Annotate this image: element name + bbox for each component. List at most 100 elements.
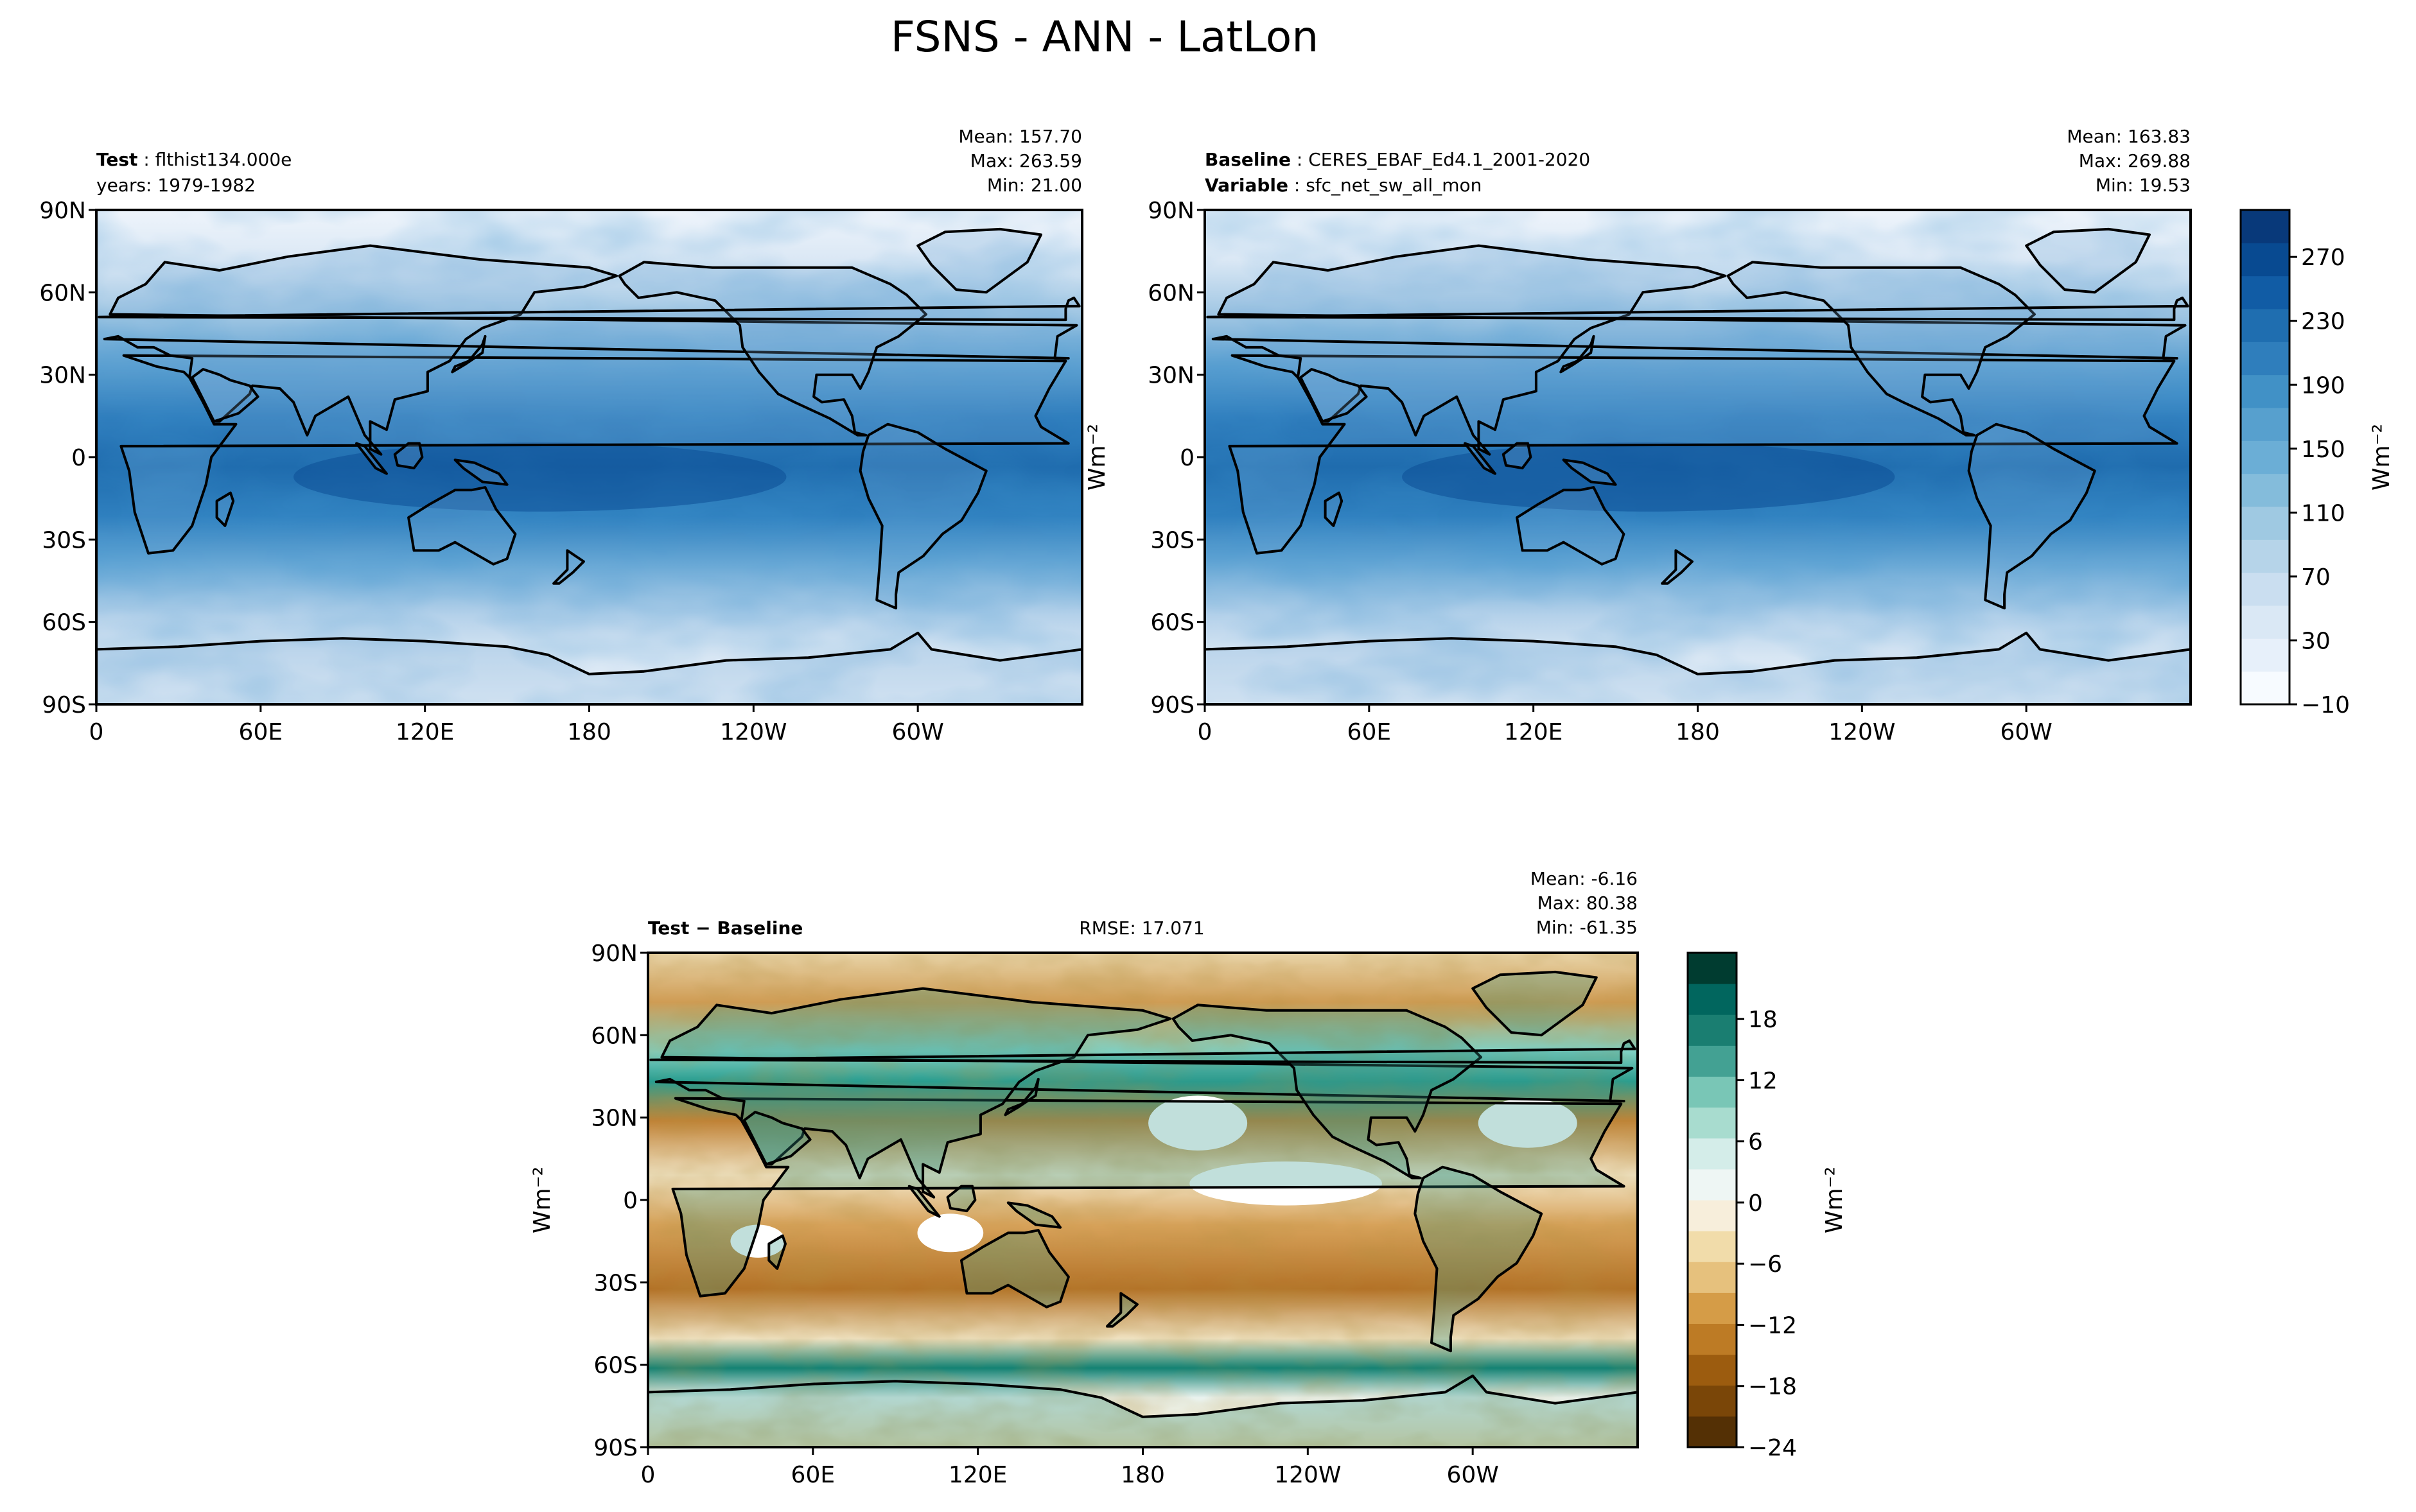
baseline-xtick-label: 60E [1347, 719, 1392, 745]
diff-field-texture [648, 953, 1638, 1447]
baseline-coast-australia [1516, 486, 1625, 566]
colorbar-diff-segment [1688, 1169, 1737, 1201]
colorbar-diff-segment [1688, 1107, 1737, 1139]
test-field [96, 210, 1082, 704]
diff-ytick-label: 90S [593, 1435, 638, 1461]
baseline-variable: Variable : sfc_net_sw_all_mon [1205, 175, 1482, 196]
colorbar-main-tick-label: 30 [2301, 628, 2331, 654]
colorbar-main-segment [2241, 275, 2289, 309]
colorbar-main-segment [2241, 605, 2289, 639]
coastlines [96, 227, 2191, 1447]
colorbar-diff-tick-label: 6 [1748, 1129, 1763, 1156]
colorbar-main-tick-label: 150 [2301, 437, 2345, 463]
baseline-coast-north-america [1726, 261, 2036, 437]
colorbar-main-segment [2241, 342, 2289, 376]
diff-coast-sumatra [907, 1185, 941, 1218]
baseline-coast-sumatra [1464, 442, 1496, 475]
colorbar-main-segment [2241, 210, 2289, 243]
colorbar-diff-segment [1688, 1292, 1737, 1324]
diff-ytick-label: 30S [593, 1270, 638, 1296]
colorbar-diff-tick-label: 12 [1748, 1068, 1778, 1094]
test-coast-arabia [191, 368, 259, 423]
colorbar-diff-segment [1688, 1385, 1737, 1417]
test-coast-borneo [393, 442, 424, 470]
diff-saturated-region-3 [1478, 1098, 1577, 1148]
colorbar-main-segment [2241, 473, 2289, 507]
baseline-header: Baseline : CERES_EBAF_Ed4.1_2001-2020 [1205, 149, 1590, 170]
test-ytick-label: 60N [39, 280, 86, 306]
colorbar-diff-segment [1688, 1014, 1737, 1046]
colorbar-main-tick-label: 270 [2301, 245, 2345, 271]
baseline-coast-uk [1206, 296, 2189, 322]
diff-coast-new-zealand [1105, 1292, 1139, 1328]
colorbar-main-tick-label: −10 [2301, 692, 2350, 718]
test-ytick-label: 0 [71, 445, 86, 471]
test-coast-africa [119, 354, 1070, 555]
baseline-coast-europe-asia [1211, 244, 2187, 456]
test-max: Max: 263.59 [970, 150, 1082, 171]
test-header-bold: Test [96, 149, 137, 170]
colorbar-main-segment [2241, 671, 2289, 705]
diff-coast-south-america [1414, 1165, 1543, 1353]
colorbar-diff-frame [1686, 952, 1738, 1448]
baseline-xtick-label: 120E [1504, 719, 1563, 745]
diff-min: Min: -61.35 [1536, 917, 1638, 938]
test-xtick-label: 60W [891, 719, 943, 745]
diff-ytick-label: 30N [591, 1106, 638, 1132]
baseline-coast-japan [1559, 335, 1595, 374]
diff-xtick-label: 120E [949, 1462, 1007, 1488]
baseline-ytick-label: 30N [1148, 363, 1195, 389]
colorbar-main-segment [2241, 374, 2289, 408]
diff-saturated-region-4 [917, 1213, 984, 1253]
test-xtick-label: 0 [89, 719, 104, 745]
figure-title: FSNS - ANN - LatLon [891, 12, 1318, 62]
diff-coast-africa [671, 1097, 1625, 1298]
baseline-xtick-label: 60W [2000, 719, 2052, 745]
colorbar-main-tick-label: 190 [2301, 372, 2345, 399]
map-fields [96, 210, 2191, 1447]
diff-saturated-region-5 [730, 1224, 786, 1258]
diff-coast-japan [1004, 1077, 1040, 1117]
diff-xtick-label: 120W [1274, 1462, 1341, 1488]
test-mean: Mean: 157.70 [958, 126, 1082, 147]
test-coastlines [96, 227, 1082, 704]
test-years: years: 1979-1982 [96, 175, 256, 196]
diff-xtick-label: 180 [1121, 1462, 1165, 1488]
diff-mean: Mean: -6.16 [1530, 868, 1638, 889]
diff-coast-greenland [1471, 970, 1598, 1037]
baseline-coast-greenland [2025, 227, 2151, 294]
test-ytick-label: 60S [42, 610, 86, 636]
baseline-field [1205, 210, 2191, 704]
colorbar-main-segment [2241, 638, 2289, 672]
test-header: Test : flthist134.000e [96, 149, 292, 170]
colorbar-diff-segment [1688, 1138, 1737, 1170]
colorbar-main-segment [2241, 507, 2289, 540]
diff-ytick-label: 90N [591, 941, 638, 967]
baseline-header-value: CERES_EBAF_Ed4.1_2001-2020 [1308, 149, 1590, 170]
diff-saturated-region-1 [1148, 1095, 1248, 1151]
baseline-ytick-label: 90S [1150, 692, 1195, 718]
baseline-xtick-label: 0 [1198, 719, 1212, 745]
baseline-xtick-label: 180 [1676, 719, 1720, 745]
baseline-xtick-label: 120W [1828, 719, 1895, 745]
baseline-coast-madagascar [1324, 491, 1344, 527]
colorbar-main-tick-label: 110 [2301, 500, 2345, 526]
test-xtick-label: 120E [396, 719, 454, 745]
diff-coastlines [648, 970, 1638, 1447]
diff-max: Max: 80.38 [1537, 892, 1638, 914]
diff-coast-borneo [946, 1185, 977, 1213]
colorbar-diff-segment [1688, 1200, 1737, 1231]
baseline-tropical-max [1402, 442, 1895, 512]
baseline-ytick-label: 90N [1148, 198, 1195, 224]
colorbar-diff-tick-label: −12 [1748, 1312, 1797, 1339]
test-coast-new-zealand [552, 549, 585, 585]
baseline-coast-arabia [1299, 368, 1368, 423]
test-coast-sumatra [355, 442, 388, 475]
baseline-max: Max: 269.88 [2079, 150, 2191, 171]
colorbar-diff-segment [1688, 1045, 1737, 1077]
test-coast-australia [407, 486, 517, 566]
colorbar-diff-tick-label: −18 [1748, 1374, 1797, 1400]
diff-rmse: RMSE: 17.071 [1079, 917, 1204, 939]
test-ytick-label: 30N [39, 363, 86, 389]
